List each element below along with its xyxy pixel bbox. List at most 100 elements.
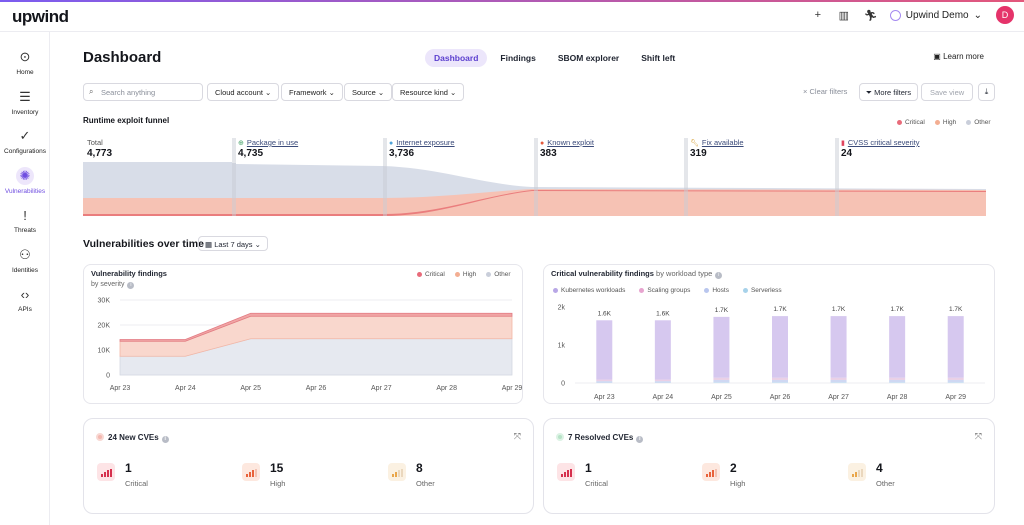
sidebar-item-apis[interactable]: ‹› APIs bbox=[2, 281, 48, 317]
tab-shift-left[interactable]: Shift left bbox=[641, 53, 676, 63]
save-view-button[interactable]: Save view bbox=[921, 83, 974, 101]
filter-icon: ⏷ bbox=[866, 88, 872, 97]
bar-scaling-groups bbox=[830, 377, 847, 380]
org-switcher[interactable]: Upwind Demo ⌄ bbox=[889, 9, 982, 21]
more-filters-button[interactable]: ⏷ More filters bbox=[859, 83, 919, 101]
chart2-legend: Kubernetes workloads Scaling groups Host… bbox=[553, 287, 782, 294]
bar-data-label: 1.7K bbox=[832, 306, 846, 313]
page-title: Dashboard bbox=[83, 49, 162, 66]
tab-sbom-explorer[interactable]: SBOM explorer bbox=[557, 53, 620, 63]
other-bars-icon bbox=[388, 463, 406, 481]
plus-circle-icon: ⊕ bbox=[238, 140, 244, 147]
sidebar-item-identities[interactable]: ⚇ Identities bbox=[2, 242, 48, 278]
search-input[interactable]: ⌕ Search anything bbox=[83, 83, 203, 101]
learn-more-link[interactable]: ▣ Learn more bbox=[933, 52, 984, 61]
check-icon: ✓ bbox=[19, 128, 31, 143]
tab-findings[interactable]: Findings bbox=[500, 53, 536, 63]
x-tick-label: Apr 25 bbox=[711, 394, 732, 401]
funnel-stage-total-label: Total bbox=[87, 138, 103, 147]
x-tick-label: Apr 23 bbox=[594, 394, 615, 401]
avatar[interactable]: D bbox=[996, 6, 1014, 24]
vulns-over-time-title: Vulnerabilities over time bbox=[83, 238, 204, 250]
legend-other: Other bbox=[966, 119, 991, 126]
funnel-stage-total-value: 4,773 bbox=[87, 148, 113, 159]
bar-hosts bbox=[889, 379, 906, 383]
expand-icon[interactable]: ⤧ bbox=[513, 431, 521, 441]
bar-scaling-groups bbox=[596, 379, 613, 382]
new-cve-icon bbox=[96, 433, 104, 441]
filter-label: Framework bbox=[289, 88, 327, 97]
bar-hosts bbox=[772, 379, 788, 383]
upwind-logo[interactable]: upwind bbox=[12, 7, 69, 26]
funnel-stage-exploit-label[interactable]: ● Known exploit bbox=[540, 138, 594, 147]
search-icon: ⌕ bbox=[89, 87, 94, 96]
bar-kubernetes-workloads bbox=[654, 320, 671, 380]
y-tick-label: 2k bbox=[558, 305, 566, 312]
home-icon: ⊙ bbox=[19, 49, 31, 64]
sidebar-item-home[interactable]: ⊙ Home bbox=[2, 44, 48, 80]
funnel-stage-cvss-label[interactable]: ▮ CVSS critical severity bbox=[841, 138, 920, 147]
filter-bar: ⌕ Search anything Cloud account ⌄ Framew… bbox=[83, 83, 995, 101]
new-cves-card: 24 New CVEs i ⤧ 1 Critical 15 High 8 Othe… bbox=[83, 418, 534, 514]
sidebar-item-label: Identities bbox=[11, 267, 39, 274]
framework-filter[interactable]: Framework ⌄ bbox=[281, 83, 343, 101]
funnel-stage-internet-label[interactable]: ● Internet exposure bbox=[389, 138, 455, 147]
other-bars-icon bbox=[848, 463, 866, 481]
cloud-account-filter[interactable]: Cloud account ⌄ bbox=[207, 83, 280, 101]
clear-filters-button[interactable]: × Clear filters bbox=[803, 87, 847, 96]
person-icon: ⚇ bbox=[19, 247, 31, 262]
funnel-stage-exploit-value: 383 bbox=[540, 148, 557, 159]
x-tick-label: Apr 27 bbox=[828, 394, 849, 401]
search-placeholder: Search anything bbox=[101, 88, 156, 97]
bar-serverless bbox=[889, 382, 906, 383]
source-filter[interactable]: Source ⌄ bbox=[344, 83, 393, 101]
bar-kubernetes-workloads bbox=[772, 316, 788, 378]
exploit-icon: ● bbox=[540, 140, 545, 147]
sidebar-item-vulnerabilities[interactable]: ✺ Vulnerabilities bbox=[2, 163, 48, 199]
y-tick-label: 0 bbox=[106, 373, 110, 380]
funnel-stage-internet-value: 3,736 bbox=[389, 148, 415, 159]
runner-icon[interactable]: 🏃︎ bbox=[863, 9, 878, 22]
y-tick-label: 1k bbox=[558, 343, 566, 350]
alert-icon: ! bbox=[23, 207, 27, 223]
sidebar-item-label: Threats bbox=[13, 227, 37, 234]
funnel-stage-package-label[interactable]: ⊕ Package in use bbox=[238, 138, 299, 147]
sidebar-item-label: Vulnerabilities bbox=[4, 188, 46, 195]
learn-more-label: Learn more bbox=[943, 52, 984, 61]
vuln-findings-card bbox=[83, 264, 523, 404]
info-icon: i bbox=[161, 436, 169, 443]
chevron-down-icon: ⌄ bbox=[377, 88, 385, 97]
sidebar-item-inventory[interactable]: ☰ Inventory bbox=[2, 84, 48, 120]
top-bar-actions: + ▥ 🏃︎ Upwind Demo ⌄ D bbox=[812, 6, 1014, 24]
critical-findings-card bbox=[543, 264, 995, 404]
legend-scaling-groups: Scaling groups bbox=[639, 287, 690, 294]
plus-icon[interactable]: + bbox=[814, 9, 822, 21]
date-range-select[interactable]: ▦ Last 7 days ⌄ bbox=[198, 236, 268, 251]
info-icon: i bbox=[127, 282, 135, 289]
sidebar-item-configurations[interactable]: ✓ Configurations bbox=[2, 123, 48, 159]
tab-dashboard[interactable]: Dashboard bbox=[425, 49, 488, 67]
bar-scaling-groups bbox=[713, 377, 730, 380]
resource-kind-filter[interactable]: Resource kind ⌄ bbox=[392, 83, 465, 101]
chart1-title: Vulnerability findings bbox=[91, 269, 167, 278]
chart1-subtitle: by severity i bbox=[91, 281, 135, 289]
bar-kubernetes-workloads bbox=[830, 316, 847, 378]
severity-icon: ▮ bbox=[841, 140, 845, 147]
expand-icon[interactable]: ⤧ bbox=[974, 431, 982, 441]
filter-label: Source bbox=[352, 88, 376, 97]
resolved-cves-title: 7 Resolved CVEs i bbox=[556, 433, 644, 443]
bar-data-label: 1.6K bbox=[656, 310, 670, 317]
bar-scaling-groups bbox=[654, 379, 671, 382]
sidebar-item-threats[interactable]: ! Threats bbox=[2, 202, 48, 238]
y-tick-label: 30K bbox=[98, 298, 111, 305]
download-icon[interactable]: ⤓ bbox=[978, 83, 995, 101]
bar-data-label: 1.6K bbox=[598, 310, 612, 317]
more-filters-label: More filters bbox=[874, 88, 912, 97]
high-bars-icon bbox=[702, 463, 720, 481]
funnel-stage-fix-label[interactable]: 🔧︎ Fix available bbox=[690, 138, 744, 147]
legend-other: Other bbox=[486, 271, 511, 278]
bar-serverless bbox=[947, 382, 964, 383]
legend-hosts: Hosts bbox=[704, 287, 729, 294]
panel-icon[interactable]: ▥ bbox=[838, 9, 849, 22]
high-bars-icon bbox=[242, 463, 260, 481]
